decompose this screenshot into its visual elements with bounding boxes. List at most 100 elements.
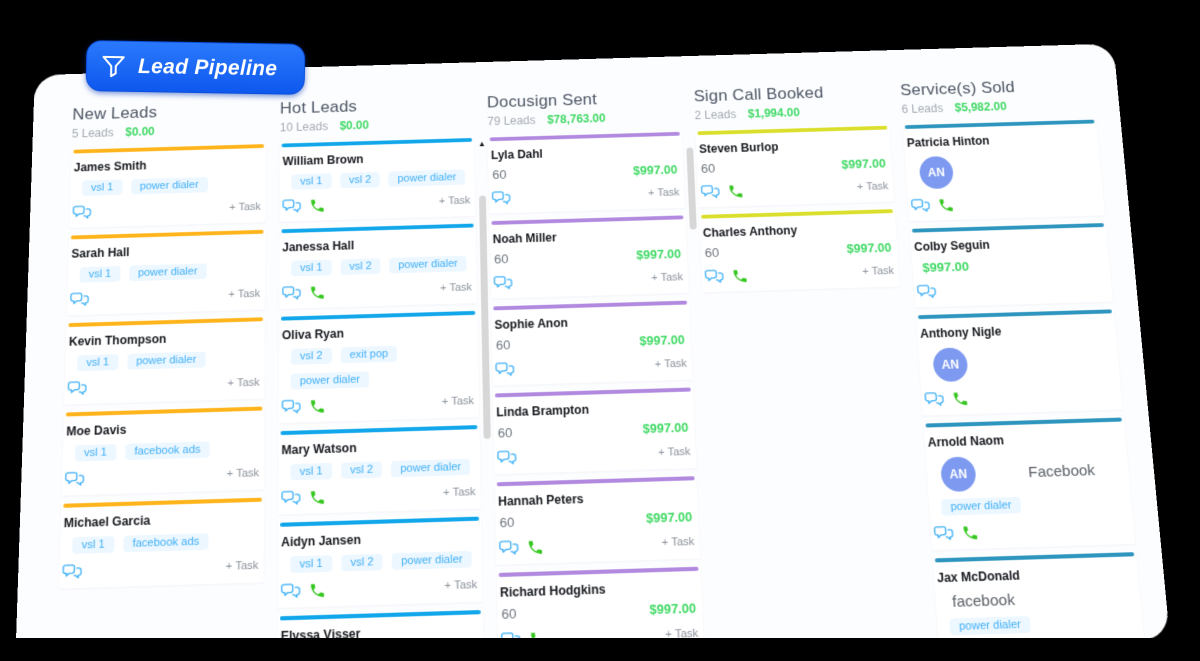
add-task-button[interactable]: + Task xyxy=(444,578,478,593)
scroll-up-icon[interactable]: ▲ xyxy=(478,139,486,149)
lead-tag: vsl 1 xyxy=(291,259,332,277)
chat-icon[interactable] xyxy=(65,470,86,487)
lead-card[interactable]: James Smith vsl 1 power dialer + Task xyxy=(69,143,267,228)
chat-icon[interactable] xyxy=(924,391,945,408)
add-task-button[interactable]: + Task xyxy=(647,186,680,200)
lead-name: Linda Brampton xyxy=(496,402,590,420)
lead-card[interactable]: Linda Brampton 60 $997.00 + Task xyxy=(492,386,697,475)
lead-card[interactable]: Janessa Hall vsl 1 vsl 2 power dialer + Task xyxy=(279,222,478,309)
phone-icon[interactable] xyxy=(309,488,326,506)
lead-card[interactable]: Mary Watson vsl 1 vsl 2 power dialer + Task xyxy=(278,424,481,515)
chat-icon[interactable] xyxy=(497,449,518,466)
phone-icon[interactable] xyxy=(727,183,744,200)
tag-row: vsl 1 facebook ads xyxy=(72,532,262,554)
chat-icon[interactable] xyxy=(934,525,956,542)
chat-icon[interactable] xyxy=(917,283,938,299)
badge-label: Lead Pipeline xyxy=(137,54,278,80)
add-task-button[interactable]: + Task xyxy=(440,281,472,295)
lead-score: 60 xyxy=(700,161,716,176)
lead-card[interactable]: Oliva Ryan vsl 2 exit pop power dialer + Tas… xyxy=(278,309,480,424)
add-task-button[interactable]: + Task xyxy=(654,357,687,371)
add-task-button[interactable]: + Task xyxy=(651,271,684,285)
add-task-button[interactable]: + Task xyxy=(226,467,260,481)
add-task-button[interactable]: + Task xyxy=(443,485,476,500)
card-footer: + Task xyxy=(493,269,683,292)
phone-icon[interactable] xyxy=(309,197,326,214)
lead-card[interactable]: Steven Burlop 60 $997.00 + Task xyxy=(695,124,895,208)
chat-icon[interactable] xyxy=(493,275,513,291)
pipeline-column-docusign-sent: Docusign Sent 79 Leads $78,763.00 Lyla Dahl… xyxy=(487,88,709,661)
lead-card[interactable]: Noah Miller 60 $997.00 + Task xyxy=(489,214,689,299)
icon-group xyxy=(72,204,92,220)
add-task-button[interactable]: + Task xyxy=(438,194,471,208)
add-task-button[interactable]: + Task xyxy=(862,265,895,278)
column-lead-count: 6 Leads xyxy=(901,101,944,116)
add-task-button[interactable]: + Task xyxy=(661,535,695,550)
phone-icon[interactable] xyxy=(937,196,955,213)
lead-name: Arnold Naom xyxy=(927,433,1005,450)
chat-icon[interactable] xyxy=(281,489,301,506)
chat-icon[interactable] xyxy=(492,190,512,206)
phone-icon[interactable] xyxy=(961,523,980,541)
lead-name: Janessa Hall xyxy=(282,238,355,255)
lead-money-row: 60 $997.00 xyxy=(498,420,689,441)
lead-tag: vsl 1 xyxy=(290,462,332,481)
lead-card[interactable]: William Brown vsl 1 vsl 2 power dialer + Tas… xyxy=(279,136,476,222)
lead-card[interactable]: Lyla Dahl 60 $997.00 + Task xyxy=(487,130,685,214)
lead-card[interactable]: Moe Davis vsl 1 facebook ads + Task xyxy=(61,405,265,496)
scrollbar-thumb[interactable] xyxy=(686,147,697,230)
card-footer: + Task xyxy=(495,355,687,379)
card-list: Patricia Hinton AN Colby Seguin $997.00 Anth… xyxy=(902,118,1155,661)
lead-card[interactable]: Arnold Naom AN Facebook power dialer xyxy=(923,416,1136,551)
phone-icon[interactable] xyxy=(951,390,969,408)
phone-icon[interactable] xyxy=(309,284,326,301)
source-row: facebook xyxy=(952,587,1139,611)
lead-card[interactable]: Sarah Hall vsl 1 power dialer + Task xyxy=(66,228,266,316)
chat-icon[interactable] xyxy=(911,198,932,214)
lead-name: Steven Burlop xyxy=(698,140,779,156)
phone-icon[interactable] xyxy=(526,538,544,556)
chat-icon[interactable] xyxy=(282,198,302,214)
add-task-button[interactable]: + Task xyxy=(441,395,475,409)
phone-icon[interactable] xyxy=(309,581,326,599)
lead-card[interactable]: Colby Seguin $997.00 xyxy=(909,222,1113,308)
lead-card[interactable]: Charles Anthony 60 $997.00 + Task xyxy=(699,208,900,293)
lead-money-row: 60 $997.00 xyxy=(501,600,696,622)
lead-tag: vsl 1 xyxy=(79,265,121,283)
lead-card[interactable]: Anthony Nigle AN xyxy=(915,308,1123,416)
chat-icon[interactable] xyxy=(701,184,721,200)
phone-icon[interactable] xyxy=(731,267,749,284)
add-task-button[interactable]: + Task xyxy=(856,180,889,193)
add-task-button[interactable]: + Task xyxy=(657,445,691,459)
lead-card[interactable]: Sophie Anon 60 $997.00 + Task xyxy=(491,299,693,386)
chat-icon[interactable] xyxy=(282,285,302,301)
chat-icon[interactable] xyxy=(62,563,83,580)
lead-tag: facebook ads xyxy=(122,533,209,553)
add-task-button[interactable]: + Task xyxy=(227,376,260,390)
chat-icon[interactable] xyxy=(72,204,92,220)
pipeline-column-new-leads: New Leads 5 Leads $0.00 James Smith vsl 1 pow… xyxy=(56,100,267,661)
chat-icon[interactable] xyxy=(704,268,725,284)
chat-icon[interactable] xyxy=(282,398,302,415)
column-total-amount: $5,982.00 xyxy=(954,99,1008,115)
chat-icon[interactable] xyxy=(281,582,302,599)
column-stats: 6 Leads $5,982.00 xyxy=(901,97,1095,116)
add-task-button[interactable]: + Task xyxy=(229,201,261,214)
lead-card[interactable]: Patricia Hinton AN xyxy=(902,118,1106,222)
lead-score: 60 xyxy=(704,245,720,261)
lead-pipeline-filter-button[interactable]: Lead Pipeline xyxy=(85,40,306,95)
lead-card[interactable]: Kevin Thompson vsl 1 power dialer + Task xyxy=(64,316,266,405)
lead-card[interactable]: Aidyn Jansen vsl 1 vsl 2 power dialer + Task xyxy=(277,515,483,608)
lead-card[interactable]: Hannah Peters 60 $997.00 + Task xyxy=(494,475,701,565)
lead-name: Michael Garcia xyxy=(63,513,151,531)
chat-icon[interactable] xyxy=(67,380,88,397)
chat-icon[interactable] xyxy=(70,291,90,307)
add-task-button[interactable]: + Task xyxy=(225,559,259,574)
lead-name: Noah Miller xyxy=(492,230,557,247)
chat-icon[interactable] xyxy=(495,361,515,378)
column-header: Service(s) Sold 6 Leads $5,982.00 xyxy=(900,76,1096,116)
phone-icon[interactable] xyxy=(309,397,326,415)
add-task-button[interactable]: + Task xyxy=(228,288,261,301)
lead-card[interactable]: Michael Garcia vsl 1 facebook ads + Task xyxy=(58,496,264,589)
chat-icon[interactable] xyxy=(499,539,520,556)
